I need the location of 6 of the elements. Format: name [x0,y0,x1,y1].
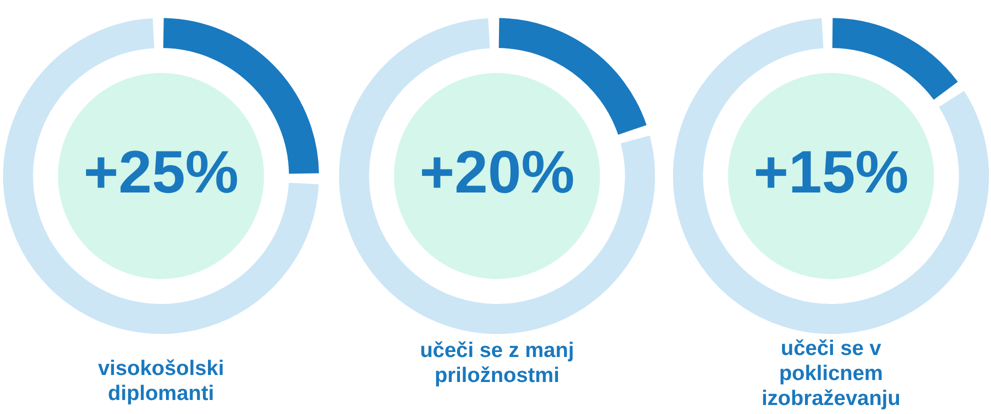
text: visokošolski diplomanti [96,356,226,406]
text: +20% [419,138,575,206]
text: +15% [753,138,909,206]
text: učeči se v poklicnem izobraževanju [760,336,902,411]
text: učeči se z manj priložnostmi [418,338,576,388]
text: +25% [83,138,239,206]
